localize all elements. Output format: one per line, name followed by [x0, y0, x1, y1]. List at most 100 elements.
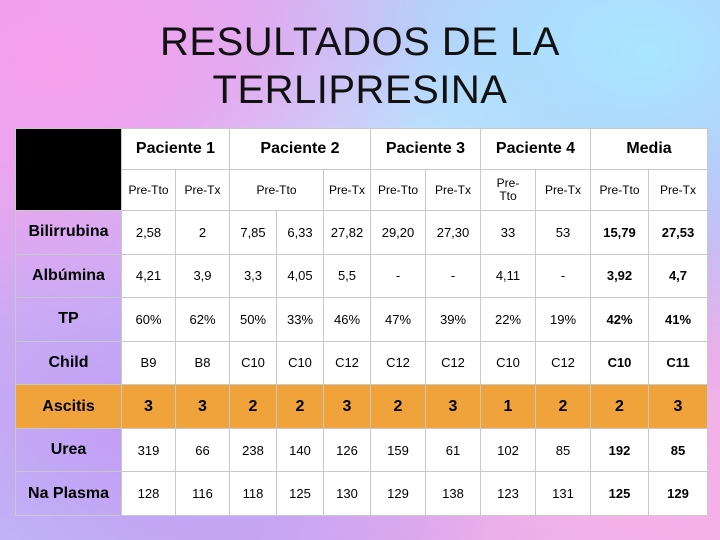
subheader-p1-pretto: Pre-Tto: [121, 169, 176, 211]
table-cell: 238: [229, 427, 277, 473]
table-cell: 2: [535, 384, 591, 429]
header-patient-2: Paciente 2: [229, 128, 371, 170]
title-line-2: TERLIPRESINA: [212, 68, 508, 112]
table-cell-mean: 42%: [590, 297, 649, 342]
table-cell: C12: [323, 340, 371, 386]
header-patient-3: Paciente 3: [370, 128, 481, 170]
table-cell: 2: [370, 384, 426, 429]
table-cell-mean: 129: [648, 471, 708, 516]
table-cell: 33%: [276, 297, 324, 342]
table-cell-mean: C10: [590, 340, 649, 386]
table-row-urea: Urea 319 66 238 140 126 159 61 102 85 19…: [15, 427, 708, 473]
table-cell: 39%: [425, 297, 481, 342]
subheader-p3-pretto: Pre-Tto: [370, 169, 426, 211]
table-cell: 130: [323, 471, 371, 516]
title-line-1: RESULTADOS DE LA: [160, 20, 560, 64]
table-cell: 116: [175, 471, 230, 516]
subheader-p2-pretto: Pre-Tto: [229, 169, 324, 211]
table-cell: 2: [276, 384, 324, 429]
table-cell-mean: 85: [648, 427, 708, 473]
table-row-ascitis: Ascitis 3 3 2 2 3 2 3 1 2 2 3: [15, 384, 708, 429]
table-cell: 27,82: [323, 210, 371, 255]
subheader-row: Pre-Tto Pre-Tx Pre-Tto Pre-Tx Pre-Tto Pr…: [16, 169, 708, 211]
table-cell: 3,3: [229, 253, 277, 299]
table-cell-mean: 4,7: [648, 253, 708, 299]
table-row-child: Child B9 B8 C10 C10 C12 C12 C12 C10 C12 …: [15, 340, 708, 386]
table-cell: C10: [276, 340, 324, 386]
table-cell: 1: [480, 384, 536, 429]
table-cell: 4,05: [276, 253, 324, 299]
row-label: Child: [15, 340, 122, 386]
table-cell: C12: [370, 340, 426, 386]
table-cell: 85: [535, 427, 591, 473]
table-cell: 47%: [370, 297, 426, 342]
table-cell: 22%: [480, 297, 536, 342]
slide-title: RESULTADOS DE LA TERLIPRESINA: [0, 18, 720, 114]
table-cell-mean: 192: [590, 427, 649, 473]
table-cell: C10: [229, 340, 277, 386]
table-cell: 5,5: [323, 253, 371, 299]
table-cell-mean: 3: [648, 384, 708, 429]
subheader-p2-pretx: Pre-Tx: [323, 169, 371, 211]
subheader-p4-pretto: Pre- Tto: [480, 169, 536, 211]
table-row-bilirrubina: Bilirrubina 2,58 2 7,85 6,33 27,82 29,20…: [15, 210, 708, 255]
table-cell: 3: [425, 384, 481, 429]
table-cell: 2: [229, 384, 277, 429]
table-cell: 4,11: [480, 253, 536, 299]
table-row-tp: TP 60% 62% 50% 33% 46% 47% 39% 22% 19% 4…: [15, 297, 708, 342]
table-cell: 123: [480, 471, 536, 516]
table-cell: 4,21: [121, 253, 176, 299]
table-cell: -: [425, 253, 481, 299]
table-cell: B9: [121, 340, 176, 386]
table-cell: 33: [480, 210, 536, 255]
table-cell: 62%: [175, 297, 230, 342]
table-cell: 6,33: [276, 210, 324, 255]
table-cell-mean: 27,53: [648, 210, 708, 255]
subheader-mean-pretto: Pre-Tto: [590, 169, 649, 211]
table-cell: 140: [276, 427, 324, 473]
table-cell: 29,20: [370, 210, 426, 255]
row-label: TP: [15, 297, 122, 342]
table-cell: 102: [480, 427, 536, 473]
table-cell: 19%: [535, 297, 591, 342]
row-label: Bilirrubina: [15, 210, 122, 255]
header-mean: Media: [590, 128, 708, 170]
table-cell-mean: 3,92: [590, 253, 649, 299]
table-cell: 53: [535, 210, 591, 255]
table-cell: C12: [535, 340, 591, 386]
header-corner: [15, 128, 122, 211]
subheader-mean-pretx: Pre-Tx: [648, 169, 708, 211]
table-cell: 3: [175, 384, 230, 429]
table-cell-mean: 41%: [648, 297, 708, 342]
table-row-na-plasma: Na Plasma 128 116 118 125 130 129 138 12…: [15, 471, 708, 516]
table-cell: C12: [425, 340, 481, 386]
table-cell: 61: [425, 427, 481, 473]
table-cell: 2,58: [121, 210, 176, 255]
table-cell: 7,85: [229, 210, 277, 255]
table-cell-mean: 2: [590, 384, 649, 429]
table-cell: 126: [323, 427, 371, 473]
subheader-p4-pretx: Pre-Tx: [535, 169, 591, 211]
table-cell: 3,9: [175, 253, 230, 299]
table-cell: 118: [229, 471, 277, 516]
header-patient-1: Paciente 1: [121, 128, 230, 170]
table-cell: 131: [535, 471, 591, 516]
table-cell: 60%: [121, 297, 176, 342]
table-cell: C10: [480, 340, 536, 386]
table-cell: 159: [370, 427, 426, 473]
header-patient-4: Paciente 4: [480, 128, 591, 170]
patient-header-row: Paciente 1 Paciente 2 Paciente 3 Pacient…: [15, 128, 708, 211]
table-cell: 50%: [229, 297, 277, 342]
table-cell-mean: C11: [648, 340, 708, 386]
row-label: Urea: [15, 427, 122, 473]
row-label: Ascitis: [15, 384, 122, 429]
table-cell: 3: [121, 384, 176, 429]
subheader-p1-pretx: Pre-Tx: [175, 169, 230, 211]
subheader-p3-pretx: Pre-Tx: [425, 169, 481, 211]
table-row-albumina: Albúmina 4,21 3,9 3,3 4,05 5,5 - - 4,11 …: [15, 253, 708, 299]
results-table: Paciente 1 Paciente 2 Paciente 3 Pacient…: [15, 128, 708, 516]
table-cell: 66: [175, 427, 230, 473]
table-cell: B8: [175, 340, 230, 386]
table-cell: 46%: [323, 297, 371, 342]
row-label: Albúmina: [15, 253, 122, 299]
